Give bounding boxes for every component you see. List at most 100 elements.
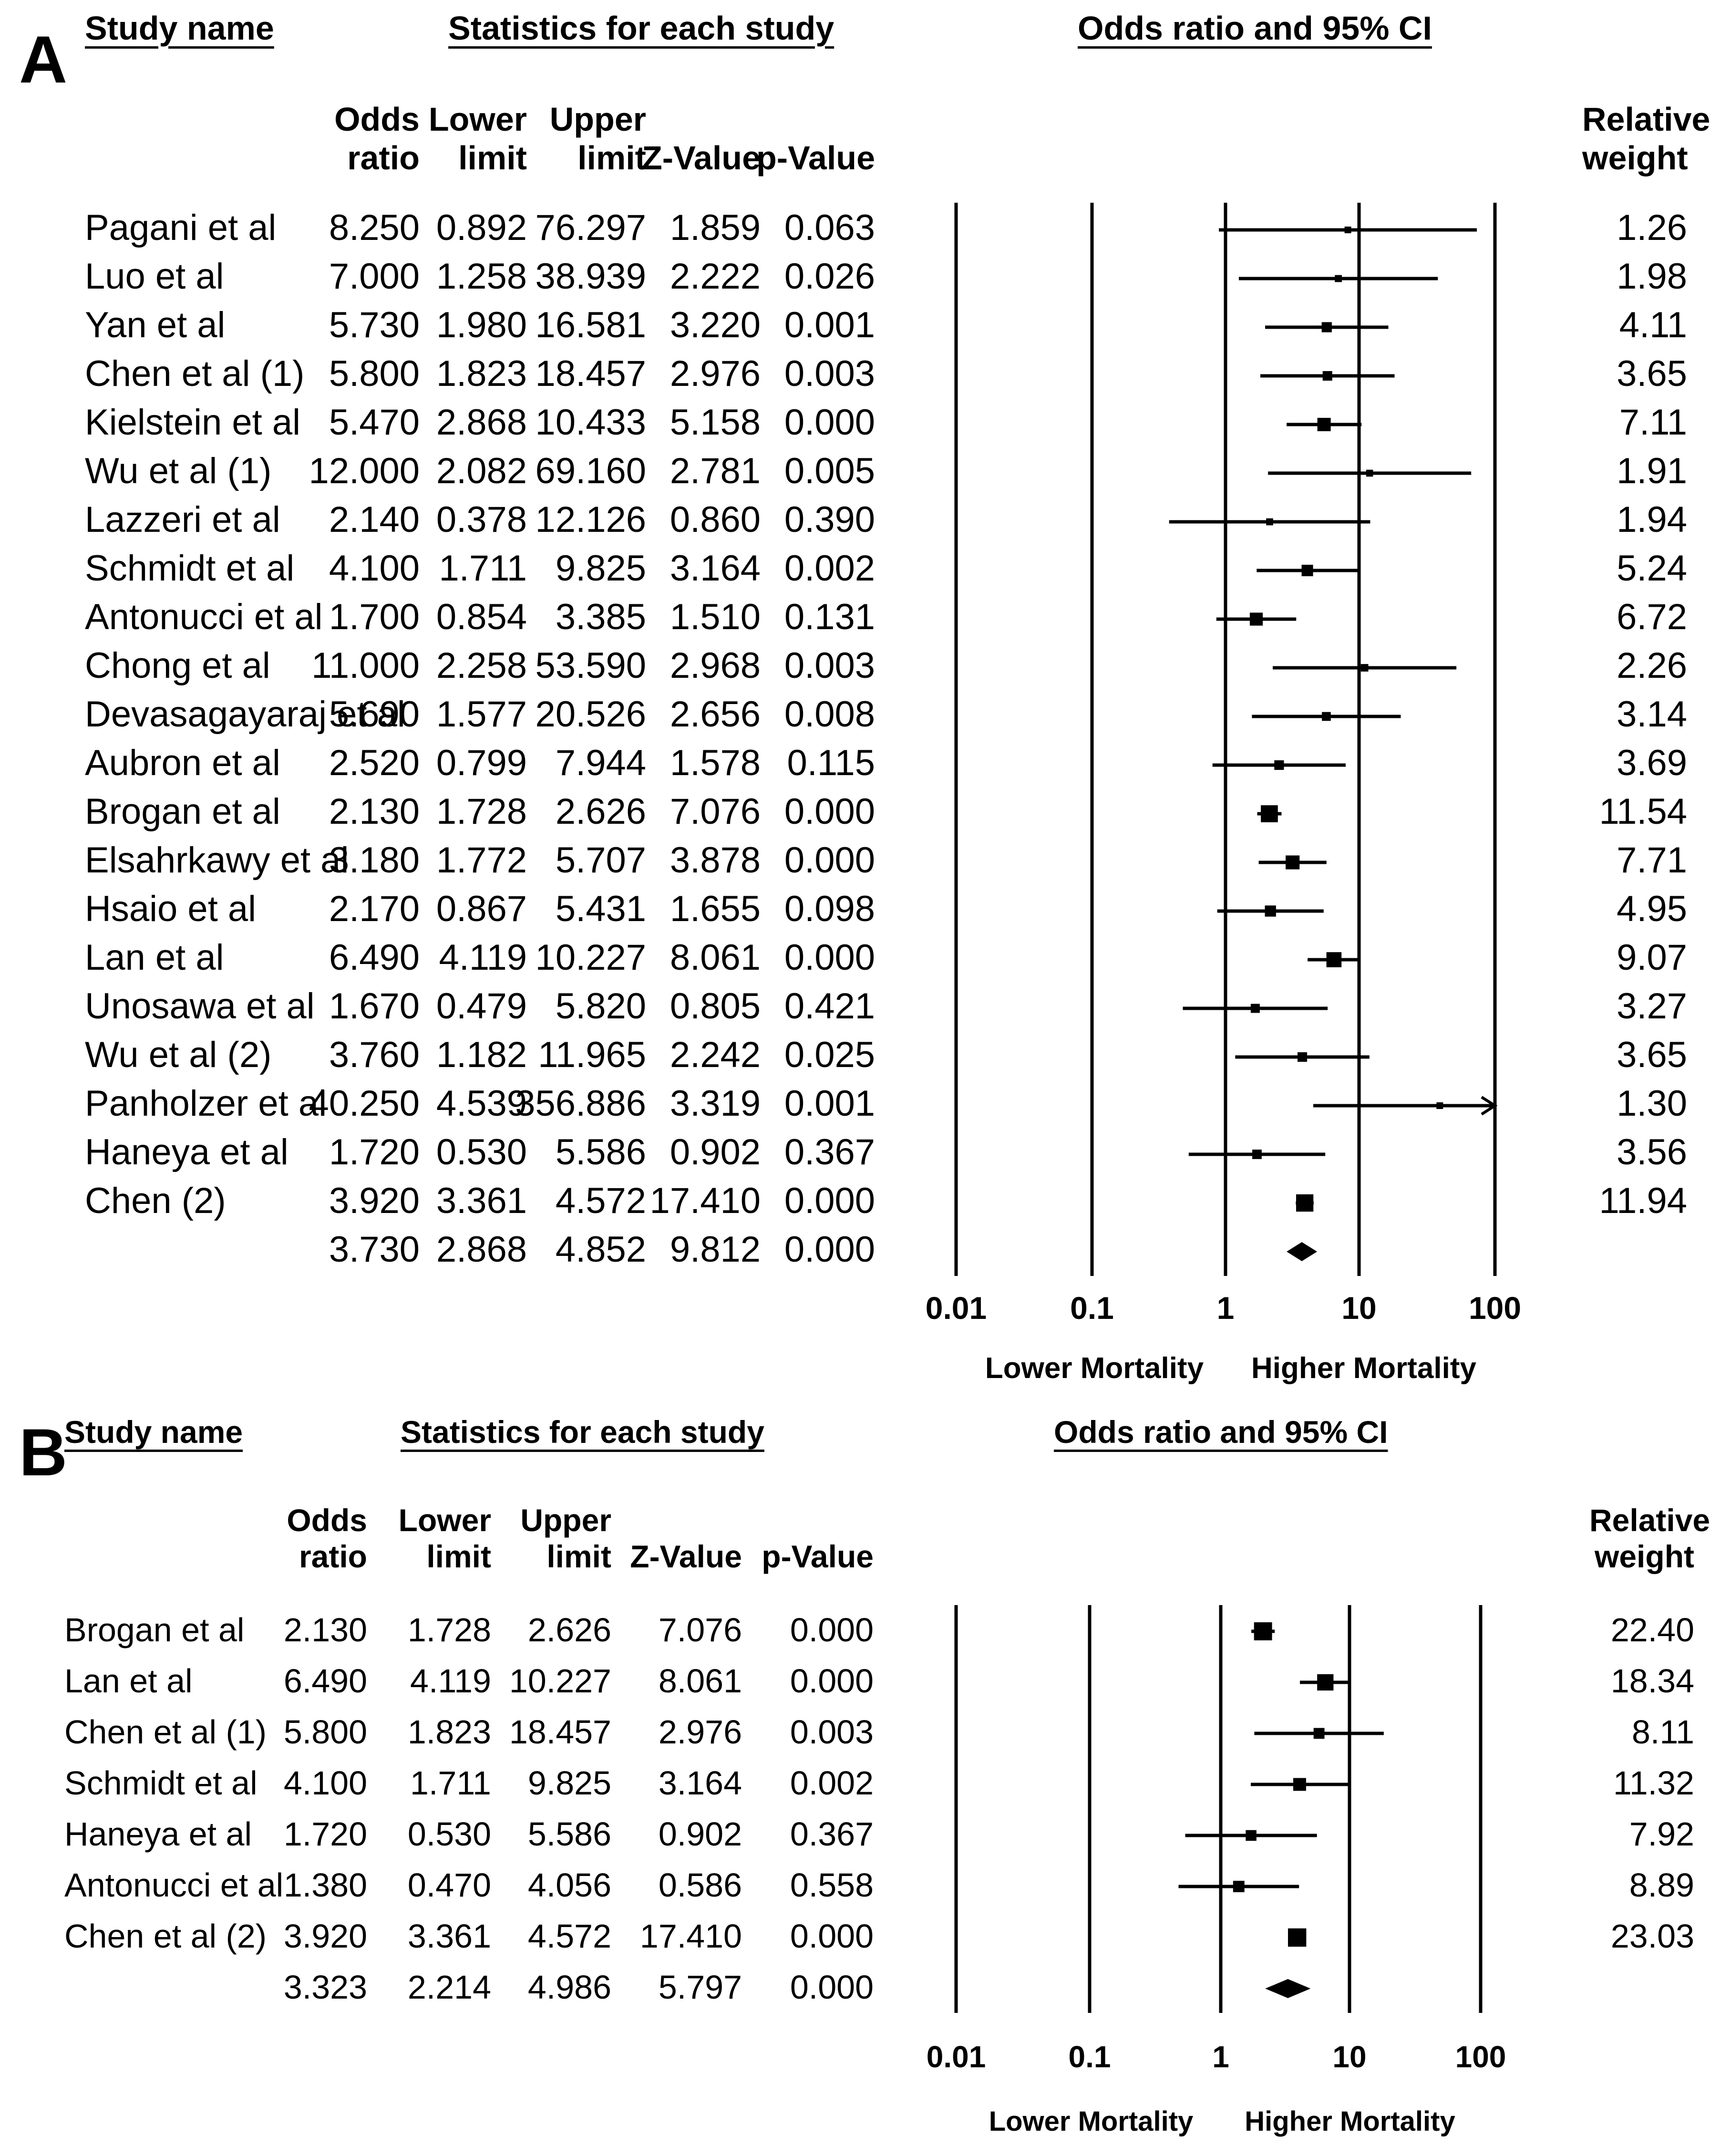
study-row-odds-ratio: 4.100 (329, 548, 420, 589)
upper-limit-column-header: Upper limit (549, 101, 646, 176)
lower-mortality-label: Lower Mortality (989, 2106, 1194, 2137)
z-value-column-header: Z-Value (630, 1538, 742, 1574)
study-row-relative-weight: 4.95 (1617, 889, 1687, 930)
summary-row-lower-limit: 2.214 (407, 1968, 491, 2006)
study-row-z-value: 2.976 (670, 353, 761, 394)
study-row-lower-limit: 3.361 (407, 1917, 491, 1955)
study-row-upper-limit: 12.126 (535, 499, 646, 540)
panel-a: A Study name Statistics for each study Odds… (19, 9, 1710, 1385)
study-row-upper-limit: 5.586 (555, 1132, 646, 1173)
study-row-upper-limit: 38.939 (535, 256, 646, 297)
study-row-lower-limit: 1.772 (436, 840, 527, 881)
study-row-name: Hsaio et al (85, 889, 257, 930)
point-estimate-box (1313, 1728, 1325, 1739)
study-row-z-value: 3.319 (670, 1083, 761, 1124)
higher-mortality-label: Higher Mortality (1251, 1351, 1476, 1385)
summary-row-lower-limit: 2.868 (436, 1229, 527, 1270)
axis-tick-label: 0.1 (1070, 1290, 1114, 1326)
z-value-column-header: Z-Value (642, 139, 761, 176)
study-row-odds-ratio: 6.490 (329, 937, 420, 978)
study-row-lower-limit: 0.867 (436, 889, 527, 930)
study-row-z-value: 8.061 (658, 1662, 742, 1700)
study-row-upper-limit: 10.227 (535, 937, 646, 978)
study-row-z-value: 0.586 (658, 1866, 742, 1904)
point-estimate-box (1233, 1881, 1245, 1892)
study-row-name: Lazzeri et al (85, 499, 280, 540)
study-row-name: Wu et al (1) (85, 451, 272, 492)
study-row-name: Schmidt et al (85, 548, 295, 589)
study-row-upper-limit: 11.965 (538, 1035, 646, 1076)
study-row-relative-weight: 11.32 (1613, 1764, 1694, 1802)
study-row-lower-limit: 4.539 (436, 1083, 527, 1124)
study-row-odds-ratio: 1.670 (329, 986, 420, 1027)
study-row-name: Chen et al (2) (64, 1917, 267, 1955)
axis-tick-label: 1 (1216, 1290, 1235, 1326)
study-row-p-value: 0.000 (784, 791, 875, 832)
study-row-odds-ratio: 5.800 (329, 353, 420, 394)
study-row-name: Chen (2) (85, 1181, 226, 1222)
study-row-odds-ratio: 6.490 (283, 1662, 367, 1700)
panel-letter: A (19, 22, 68, 97)
summary-diamond (1287, 1242, 1318, 1261)
study-row-upper-limit: 20.526 (535, 694, 646, 735)
point-estimate-box (1274, 760, 1284, 770)
study-row-odds-ratio: 3.180 (329, 840, 420, 881)
study-row-lower-limit: 4.119 (410, 1662, 491, 1700)
axis-tick-label: 10 (1341, 1290, 1377, 1326)
study-row-p-value: 0.367 (784, 1132, 875, 1173)
point-estimate-box (1436, 1102, 1443, 1109)
study-row-p-value: 0.026 (784, 256, 875, 297)
study-row-name: Yan et al (85, 305, 226, 346)
study-row-lower-limit: 4.119 (439, 937, 527, 978)
study-row-upper-limit: 356.886 (515, 1083, 646, 1124)
study-name-header: Study name (64, 1414, 243, 1450)
summary-row-odds-ratio: 3.730 (329, 1229, 420, 1270)
study-row-relative-weight: 1.94 (1617, 499, 1687, 540)
odds-ratio-column-header: Odds ratio (287, 1503, 367, 1574)
study-row-z-value: 2.656 (670, 694, 761, 735)
study-row-p-value: 0.001 (784, 305, 875, 346)
statistics-header: Statistics for each study (401, 1414, 764, 1450)
study-row-lower-limit: 1.823 (436, 353, 527, 394)
study-row-name: Brogan et al (85, 791, 280, 832)
study-name-header: Study name (85, 9, 274, 47)
study-row-lower-limit: 1.182 (436, 1035, 527, 1076)
study-row-name: Haneya et al (64, 1815, 252, 1853)
study-row-odds-ratio: 4.100 (283, 1764, 367, 1802)
study-row-relative-weight: 23.03 (1610, 1917, 1694, 1955)
study-row-odds-ratio: 5.730 (329, 305, 420, 346)
point-estimate-box (1246, 1830, 1257, 1841)
study-row-odds-ratio: 3.920 (329, 1181, 420, 1222)
study-row-name: Panholzer et al (85, 1083, 327, 1124)
study-row-odds-ratio: 5.690 (329, 694, 420, 735)
study-row-relative-weight: 3.14 (1617, 694, 1687, 735)
study-row-z-value: 0.805 (670, 986, 761, 1027)
study-row-odds-ratio: 2.130 (329, 791, 420, 832)
summary-diamond (1265, 1979, 1311, 1998)
study-row-p-value: 0.098 (784, 889, 875, 930)
study-row-name: Pagani et al (85, 207, 277, 249)
study-row-z-value: 3.164 (670, 548, 761, 589)
study-row-odds-ratio: 12.000 (309, 451, 420, 492)
study-row-name: Elsahrkawy et al (85, 840, 349, 881)
study-row-odds-ratio: 1.380 (283, 1866, 367, 1904)
study-row-upper-limit: 9.825 (555, 548, 646, 589)
study-row-relative-weight: 6.72 (1617, 597, 1687, 638)
study-row-p-value: 0.003 (790, 1713, 874, 1751)
forest-plot-area (954, 203, 1498, 1276)
study-row-name: Aubron et al (85, 743, 280, 784)
study-row-z-value: 7.076 (658, 1611, 742, 1648)
study-row-name: Lan et al (85, 937, 224, 978)
study-row-upper-limit: 69.160 (535, 451, 646, 492)
study-row-relative-weight: 3.69 (1617, 743, 1687, 784)
study-row-p-value: 0.000 (790, 1662, 874, 1700)
study-row-z-value: 1.859 (670, 207, 761, 249)
study-row-z-value: 0.902 (670, 1132, 761, 1173)
summary-row-z-value: 9.812 (670, 1229, 761, 1270)
study-row-relative-weight: 3.65 (1617, 1035, 1687, 1076)
study-row-relative-weight: 8.89 (1629, 1866, 1694, 1904)
study-row-p-value: 0.000 (790, 1611, 874, 1648)
study-row-upper-limit: 5.707 (555, 840, 646, 881)
study-row-odds-ratio: 40.250 (309, 1083, 420, 1124)
